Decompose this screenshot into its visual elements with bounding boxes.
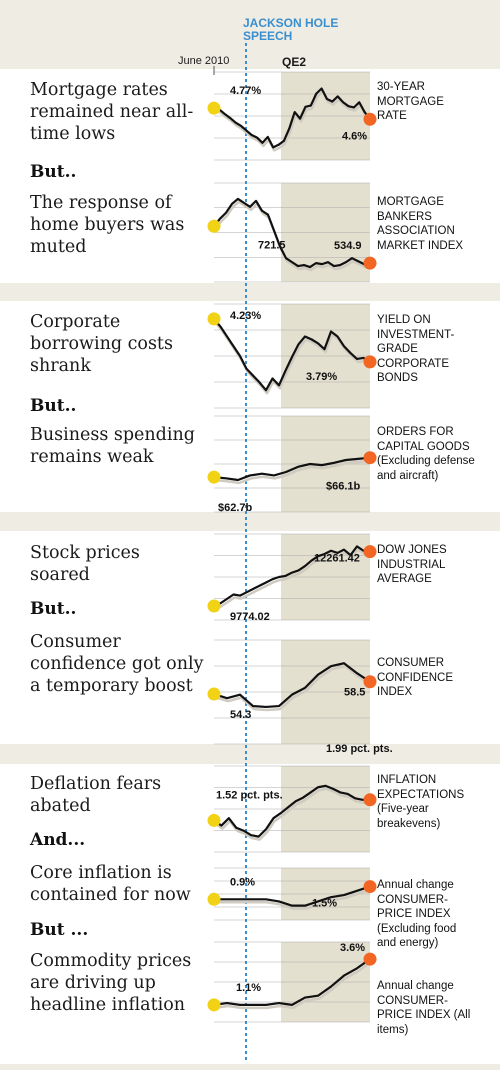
- event-label: JACKSON HOLE SPEECH: [243, 17, 338, 43]
- qe2-label: QE2: [282, 55, 307, 69]
- connector-but-1: But..: [30, 162, 77, 182]
- event-label-line2: SPEECH: [243, 29, 293, 43]
- series-line-capital_goods: [213, 456, 371, 482]
- label-mortgage-rate: 30-YEAR MORTGAGE RATE: [377, 81, 444, 122]
- series-shadow-mba: [214, 200, 372, 272]
- headline-mortgage: Mortgage rates remained near all-time lo…: [30, 80, 194, 144]
- end-dot-confidence: [363, 675, 377, 689]
- end-dot-mortgage: [363, 112, 377, 126]
- end-dot-headline_cpi: [363, 952, 377, 966]
- value-label-end-confidence: 58.5: [344, 687, 365, 699]
- connector-and: And...: [30, 830, 86, 850]
- headline-deflation: Deflation fears abated: [30, 774, 162, 816]
- label-inflation-expectations: INFLATION EXPECTATIONS (Five-year breake…: [377, 774, 465, 830]
- label-corporate-yield: YIELD ON INVESTMENT-GRADE CORPORATE BOND…: [377, 314, 455, 384]
- series-line-headline_cpi: [213, 958, 371, 1006]
- value-label-start-confidence: 54.3: [230, 709, 251, 721]
- value-label-start-capital_goods: $62.7b: [218, 502, 253, 514]
- value-label-end-mba: 534.9: [334, 240, 362, 252]
- value-label-start-inflation_exp: 1.52 pct. pts.: [216, 789, 283, 801]
- start-dot-dow: [207, 599, 221, 613]
- series-line-dow: [213, 545, 371, 608]
- value-label-end-core_cpi: 1.5%: [312, 898, 337, 910]
- series-line-confidence: [213, 662, 371, 709]
- start-dot-inflation_exp: [207, 813, 221, 827]
- series-line-mortgage: [213, 87, 371, 149]
- panel-housing: [0, 69, 500, 283]
- label-headline-cpi: Annual change CONSUMER-PRICE INDEX (All …: [377, 980, 471, 1036]
- end-dot-core_cpi: [363, 880, 377, 894]
- headline-home-buyers: The response of home buyers was muted: [30, 193, 185, 257]
- series-shadow-confidence: [214, 665, 372, 712]
- series-line-inflation_exp: [213, 784, 370, 838]
- label-capital-goods: ORDERS FOR CAPITAL GOODS (Excluding defe…: [377, 426, 475, 482]
- event-label-line1: JACKSON HOLE: [243, 16, 339, 30]
- headline-core-inflation: Core inflation is contained for now: [30, 863, 191, 905]
- headline-commodity: Commodity prices are driving up headline…: [30, 951, 192, 1015]
- start-dot-capital_goods: [207, 470, 221, 484]
- end-dot-capital_goods: [363, 451, 377, 465]
- series-shadow-capital_goods: [214, 459, 372, 485]
- headline-consumer-confidence: Consumer confidence got only a temporary…: [30, 632, 204, 696]
- value-label-start-dow: 9774.02: [230, 611, 270, 623]
- end-dot-mba: [363, 256, 377, 270]
- value-label-start-mba: 721.5: [258, 239, 286, 251]
- start-date-label: June 2010: [178, 55, 230, 67]
- value-label-end-corp: 3.79%: [306, 371, 337, 383]
- panel-inflation: [0, 764, 500, 1064]
- start-dot-confidence: [207, 687, 221, 701]
- headline-business-spending: Business spending remains weak: [30, 425, 195, 467]
- series-line-corp: [213, 318, 371, 392]
- start-dot-mba: [207, 219, 221, 233]
- label-core-cpi: Annual change CONSUMER-PRICE INDEX (Excl…: [377, 879, 457, 949]
- connector-but-4: But ...: [30, 920, 89, 940]
- value-label-end-dow: 12261.42: [314, 553, 360, 565]
- label-mba-index: MORTGAGE BANKERS ASSOCIATION MARKET INDE…: [377, 196, 464, 252]
- value-label-end-headline_cpi: 3.6%: [340, 942, 365, 954]
- series-shadow-dow: [214, 548, 372, 611]
- value-label-start-mortgage: 4.77%: [230, 85, 261, 97]
- series-shadow-inflation_exp: [214, 787, 371, 841]
- start-dot-corp: [207, 312, 221, 326]
- start-dot-core_cpi: [207, 892, 221, 906]
- series-line-mba: [213, 197, 371, 269]
- headline-corporate: Corporate borrowing costs shrank: [30, 312, 173, 376]
- panel-stocks: [0, 531, 500, 744]
- value-label-start-core_cpi: 0.9%: [230, 876, 255, 888]
- end-dot-inflation_exp: [363, 793, 377, 807]
- value-label-start-corp: 4.23%: [230, 310, 261, 322]
- value-label-end-capital_goods: $66.1b: [326, 481, 361, 493]
- connector-but-2: But..: [30, 396, 77, 416]
- series-shadow-headline_cpi: [214, 961, 372, 1010]
- value-label-start-headline_cpi: 1.1%: [236, 982, 261, 994]
- start-dot-mortgage: [207, 101, 221, 115]
- connector-but-3: But..: [30, 599, 77, 619]
- series-shadow-core_cpi: [215, 888, 372, 910]
- end-dot-corp: [363, 355, 377, 369]
- series-shadow-mortgage: [214, 90, 373, 152]
- series-line-core_cpi: [214, 885, 371, 907]
- panel-corporate: [0, 301, 500, 512]
- start-dot-headline_cpi: [207, 998, 221, 1012]
- end-dot-dow: [363, 545, 377, 559]
- headline-stocks: Stock prices soared: [30, 543, 140, 585]
- value-label-end-inflation_exp: 1.99 pct. pts.: [326, 743, 393, 755]
- label-consumer-confidence: CONSUMER CONFIDENCE INDEX: [377, 657, 454, 698]
- label-dow: DOW JONES INDUSTRIAL AVERAGE: [377, 544, 447, 585]
- value-label-end-mortgage: 4.6%: [342, 130, 367, 142]
